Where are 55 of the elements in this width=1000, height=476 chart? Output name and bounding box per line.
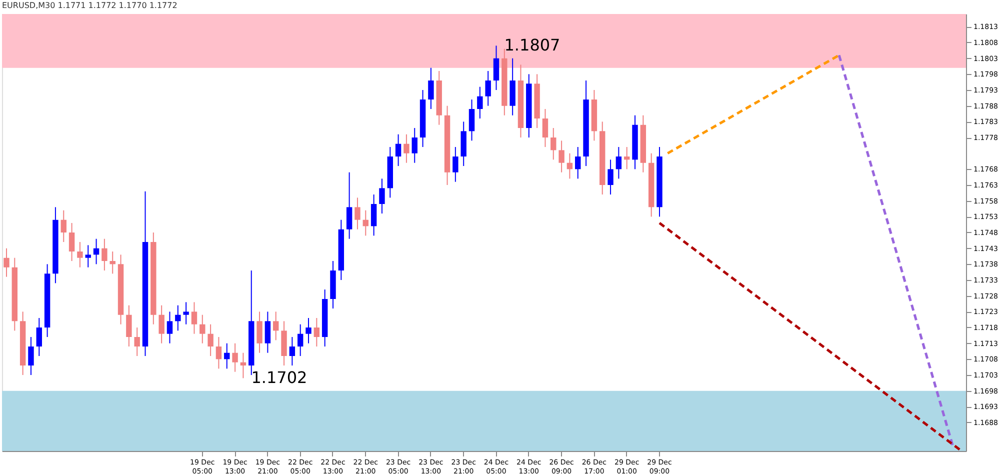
candlestick (93, 238, 100, 265)
candlestick (468, 99, 475, 142)
candlestick (452, 146, 458, 182)
candlestick (200, 314, 206, 344)
candlestick (624, 146, 630, 170)
candlestick (28, 336, 34, 376)
candlestick (102, 238, 108, 271)
candlestick (542, 108, 548, 148)
candlestick (126, 304, 132, 347)
candlestick (493, 45, 500, 90)
candlestick (256, 311, 262, 354)
candlestick (395, 134, 402, 166)
candlestick (485, 70, 491, 106)
candlestick (4, 248, 10, 278)
candlestick (134, 327, 140, 356)
candlestick (77, 242, 83, 268)
chart-title: EURUSD,M30 1.1771 1.1772 1.1770 1.1772 (2, 1, 178, 10)
annotation: 1.1807 (504, 36, 560, 55)
candlestick (558, 140, 564, 173)
candlestick (412, 128, 418, 164)
candlestick (216, 336, 222, 370)
candlestick (362, 210, 368, 236)
candlestick (68, 222, 75, 262)
candlestick (566, 152, 573, 180)
candlestick (166, 311, 173, 344)
candlestick (346, 172, 352, 240)
candlestick (175, 304, 181, 332)
candlestick (36, 318, 42, 356)
candlestick (272, 311, 279, 341)
candlestick (297, 324, 304, 356)
candlestick (224, 342, 230, 370)
candlestick (575, 146, 581, 180)
candlestick (289, 336, 296, 366)
candlestick (158, 304, 164, 344)
annotation: 1.1702 (251, 368, 308, 388)
candlestick (240, 352, 246, 379)
candlestick (314, 318, 320, 347)
candlestick (208, 324, 214, 356)
candlestick (306, 318, 312, 344)
candlestick (477, 86, 483, 119)
candlestick (232, 342, 238, 372)
candlestick (264, 311, 271, 354)
candlestick (191, 302, 198, 334)
candlestick (550, 128, 556, 160)
candlestick (379, 178, 385, 214)
candlestick (404, 134, 410, 164)
candlestick (616, 146, 622, 180)
candlestick (110, 251, 116, 274)
candlestick (428, 67, 434, 110)
candlestick (354, 197, 360, 230)
candlestick (370, 194, 377, 236)
candlestick (608, 159, 614, 195)
candlestick (183, 302, 189, 325)
candlestick (60, 210, 66, 242)
candlestick (85, 244, 91, 268)
